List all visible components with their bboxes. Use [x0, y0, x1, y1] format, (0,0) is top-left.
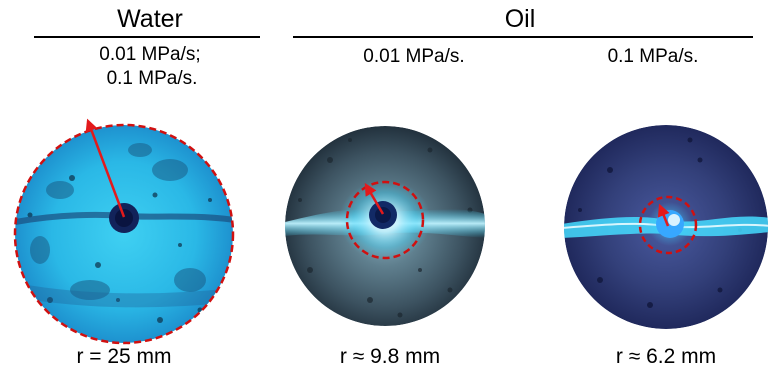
oil-a-radius-arrow [364, 182, 385, 215]
oil-header-rule [293, 36, 753, 38]
oil-specimen-photo-a [285, 126, 485, 326]
oil-b-radius-dashed-circle [638, 195, 698, 255]
oil-a-radius-dashed-circle [345, 180, 425, 260]
oil-b-radius-caption: r ≈ 6.2 mm [615, 345, 717, 368]
oil-a-radius-caption: r ≈ 9.8 mm [339, 345, 441, 368]
oil-b-radius-arrow [657, 203, 670, 227]
oil-rate-label-b: 0.1 MPa/s. [607, 46, 699, 67]
water-rate-label-1: 0.01 MPa/s; [99, 44, 201, 65]
oil-specimen-photo-b [564, 125, 768, 329]
oil-header: Oil [504, 5, 536, 33]
water-rate-label-2: 0.1 MPa/s. [106, 68, 198, 89]
water-radius-arrow [85, 118, 126, 218]
water-header: Water [117, 5, 183, 33]
oil-rate-label-a: 0.01 MPa/s. [363, 46, 465, 67]
water-radius-dashed-circle [13, 123, 235, 345]
water-specimen-photo [15, 125, 233, 343]
water-radius-caption: r = 25 mm [76, 345, 172, 368]
water-header-rule [34, 36, 260, 38]
